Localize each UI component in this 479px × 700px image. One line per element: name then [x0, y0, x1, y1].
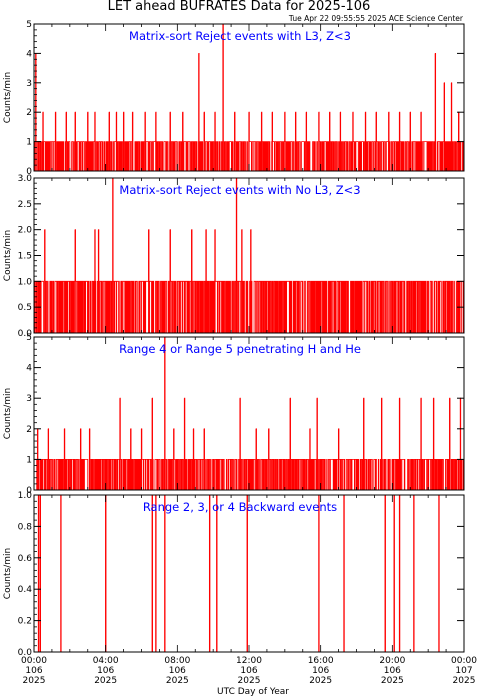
x-tick-label: 106: [25, 666, 42, 676]
y-tick-label: 2: [26, 108, 32, 118]
panel-1: 0 1 2 3 4 5 Counts/min Matrix-sort Reject event…: [3, 20, 465, 177]
y-tick-label: 2.5: [18, 200, 32, 210]
x-tick-label: 106: [312, 666, 329, 676]
x-tick-labels: 00:00106202504:00106202508:00106202512:0…: [21, 656, 477, 686]
y-axis-label: Counts/min: [3, 388, 13, 439]
x-tick-label: 00:00: [451, 656, 477, 666]
y-tick-label: 3: [26, 79, 32, 89]
x-tick-label: 20:00: [379, 656, 405, 666]
y-tick-label: 0.6: [18, 554, 33, 564]
y-tick-label: 4: [26, 49, 32, 59]
x-tick-label: 2025: [309, 676, 332, 686]
y-tick-label: 1.0: [18, 277, 33, 287]
x-tick-label: 04:00: [93, 656, 119, 666]
x-tick-label: 2025: [238, 676, 261, 686]
panel-title: Matrix-sort Reject events with L3, Z<3: [129, 29, 351, 43]
x-tick-label: 106: [240, 666, 257, 676]
timestamp-label: Tue Apr 22 09:55:55 2025 ACE Science Cen…: [288, 14, 464, 23]
x-tick-label: 16:00: [308, 656, 334, 666]
x-tick-label: 2025: [166, 676, 189, 686]
panel-4: 0.0 0.2 0.4 0.6 0.8 1.0 Counts/min Range 2, 3, …: [3, 491, 465, 658]
x-tick-label: 106: [97, 666, 114, 676]
y-tick-label: 2: [26, 425, 32, 435]
panels-group: 0 1 2 3 4 5 Counts/min Matrix-sort Reject event…: [3, 20, 465, 658]
panel-title: Matrix-sort Reject events with No L3, Z<…: [119, 183, 360, 197]
panel-title: Range 4 or Range 5 penetrating H and He: [119, 342, 361, 356]
y-tick-label: 2.0: [18, 226, 33, 236]
y-tick-label: 0: [26, 486, 32, 496]
y-tick-label: 0.5: [18, 303, 32, 313]
y-tick-label: 3: [26, 394, 32, 404]
y-tick-label: 0.2: [18, 617, 32, 627]
y-axis-label: Counts/min: [3, 230, 13, 281]
y-tick-label: 1: [26, 455, 32, 465]
y-axis-label: Counts/min: [3, 72, 13, 123]
y-tick-label: 3.0: [18, 174, 33, 184]
x-tick-label: 107: [455, 666, 472, 676]
y-tick-label: 0.0: [18, 329, 33, 339]
y-tick-label: 0.4: [18, 585, 33, 595]
x-tick-label: 00:00: [21, 656, 47, 666]
y-tick-label: 0.8: [18, 522, 33, 532]
chart-title: LET ahead BUFRATES Data for 2025-106: [108, 0, 371, 14]
y-axis-label: Counts/min: [3, 548, 13, 599]
panel-2: 0.0 0.5 1.0 1.5 2.0 2.5 3.0 Counts/min Matrix-so…: [3, 174, 465, 339]
y-tick-label: 0: [26, 167, 32, 177]
x-tick-label: 2025: [381, 676, 404, 686]
y-tick-label: 5: [26, 333, 32, 343]
x-tick-label: 12:00: [236, 656, 262, 666]
y-tick-label: 1.0: [18, 491, 33, 501]
y-tick-label: 4: [26, 364, 32, 374]
x-tick-label: 2025: [453, 676, 476, 686]
x-tick-label: 106: [169, 666, 186, 676]
x-tick-label: 2025: [23, 676, 46, 686]
y-tick-label: 1: [26, 138, 32, 148]
panel-3: 0 1 2 3 4 5 Counts/min Range 4 or Range 5 penet…: [3, 333, 465, 496]
x-tick-label: 106: [384, 666, 401, 676]
y-tick-label: 5: [26, 20, 32, 30]
panel-title: Range 2, 3, or 4 Backward events: [143, 500, 337, 514]
x-tick-label: 2025: [94, 676, 117, 686]
x-axis-title: UTC Day of Year: [217, 687, 289, 697]
x-tick-label: 08:00: [164, 656, 190, 666]
y-tick-label: 1.5: [18, 252, 32, 262]
y-tick-label: 0.0: [18, 648, 33, 658]
